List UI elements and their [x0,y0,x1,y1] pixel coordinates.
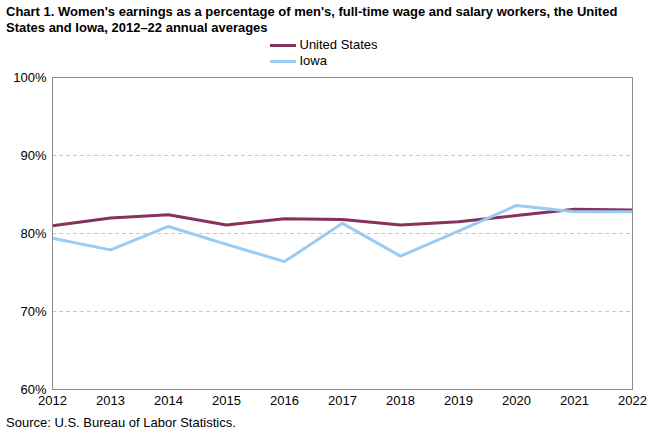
svg-text:2020: 2020 [502,393,531,408]
svg-text:100%: 100% [13,70,47,85]
svg-text:2014: 2014 [154,393,183,408]
svg-text:2018: 2018 [386,393,415,408]
svg-text:2015: 2015 [212,393,241,408]
html-text:Iowa: Iowa [299,53,327,68]
svg-text:2017: 2017 [328,393,357,408]
html-text:Chart 1. Women's earnings as a: Chart 1. Women's earnings as a percentag… [6,4,618,35]
html-text:United States: United States [299,37,378,52]
svg-text:90%: 90% [20,148,46,163]
svg-text:2012: 2012 [38,393,67,408]
html-text:Source: U.S. Bureau of Labor S: Source: U.S. Bureau of Labor Statistics. [6,415,236,430]
svg-text:70%: 70% [20,304,46,319]
svg-text:2013: 2013 [96,393,125,408]
svg-text:80%: 80% [20,226,46,241]
svg-text:2021: 2021 [560,393,589,408]
svg-text:60%: 60% [20,381,47,397]
svg-text:2019: 2019 [444,393,473,408]
svg-text:2022: 2022 [618,393,647,408]
svg-text:2016: 2016 [270,393,299,408]
